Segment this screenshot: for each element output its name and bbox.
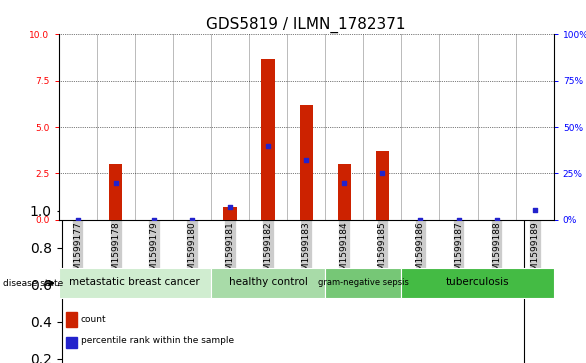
Point [530, 207, 539, 213]
Point [149, 217, 158, 223]
Bar [223, 207, 237, 220]
Point [73, 217, 82, 223]
Bar [66, 311, 77, 327]
Text: tuberculosis: tuberculosis [446, 277, 509, 287]
Point [454, 217, 463, 223]
Text: count: count [81, 314, 107, 323]
Text: metastatic breast cancer: metastatic breast cancer [69, 277, 200, 287]
Text: percentile rank within the sample: percentile rank within the sample [81, 336, 234, 345]
Text: gram-negative sepsis: gram-negative sepsis [318, 278, 409, 287]
Bar [66, 337, 77, 348]
Bar [299, 105, 313, 220]
Bar [211, 269, 325, 298]
Title: GDS5819 / ILMN_1782371: GDS5819 / ILMN_1782371 [206, 17, 406, 33]
Bar [261, 58, 275, 220]
Text: healthy control: healthy control [229, 277, 308, 287]
Point [263, 143, 272, 148]
Text: disease state: disease state [3, 279, 63, 287]
Bar [376, 151, 389, 220]
Point [415, 217, 425, 223]
Bar [338, 164, 351, 220]
Point [187, 217, 196, 223]
Point [340, 180, 349, 185]
Bar [59, 269, 211, 298]
Bar [325, 269, 401, 298]
Point [377, 170, 387, 176]
Point [301, 158, 311, 163]
Point [111, 180, 121, 185]
Point [225, 204, 234, 209]
Bar [109, 164, 122, 220]
Bar [401, 269, 554, 298]
Point [492, 217, 501, 223]
